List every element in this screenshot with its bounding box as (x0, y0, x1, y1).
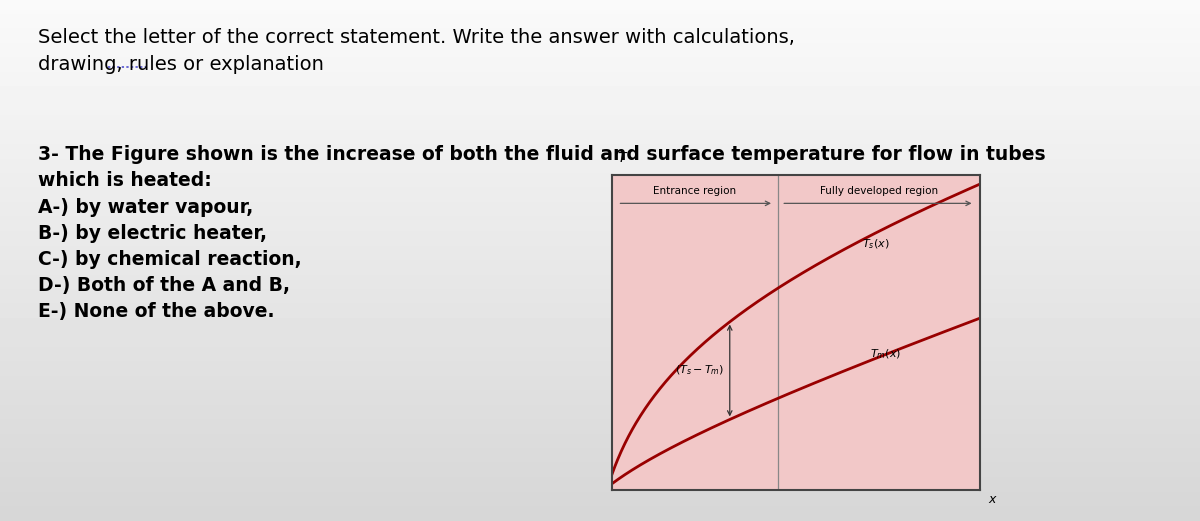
Text: B-) by electric heater,: B-) by electric heater, (38, 224, 266, 243)
Text: $(T_s - T_m)$: $(T_s - T_m)$ (674, 364, 725, 377)
Text: Fully developed region: Fully developed region (820, 186, 938, 196)
Text: A-) by water vapour,: A-) by water vapour, (38, 198, 253, 217)
Text: D-) Both of the A and B,: D-) Both of the A and B, (38, 276, 290, 295)
Text: x: x (988, 493, 995, 506)
Text: Entrance region: Entrance region (653, 186, 737, 196)
Text: C-) by chemical reaction,: C-) by chemical reaction, (38, 250, 301, 269)
Text: T: T (618, 151, 626, 165)
Text: drawing, rules or explanation: drawing, rules or explanation (38, 55, 324, 74)
Text: E-) None of the above.: E-) None of the above. (38, 302, 275, 321)
Text: $T_m(x)$: $T_m(x)$ (870, 348, 901, 362)
Text: which is heated:: which is heated: (38, 171, 211, 190)
Text: Select the letter of the correct statement. Write the answer with calculations,: Select the letter of the correct stateme… (38, 28, 794, 47)
Text: $T_s(x)$: $T_s(x)$ (863, 238, 889, 251)
Text: 3- The Figure shown is the increase of both the fluid and surface temperature fo: 3- The Figure shown is the increase of b… (38, 145, 1045, 164)
